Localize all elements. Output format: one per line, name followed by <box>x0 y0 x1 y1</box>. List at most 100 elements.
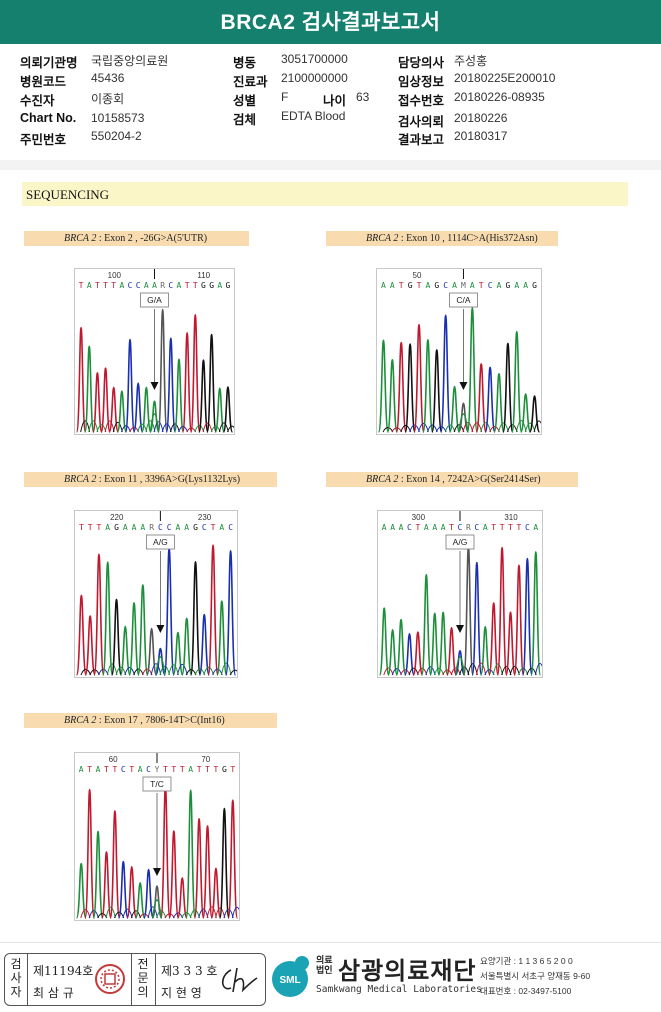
trace-peak <box>439 314 452 433</box>
label-hospital-code: 병원코드 <box>20 75 67 89</box>
trace-peak <box>84 788 96 919</box>
value-resident-no: 550204-2 <box>91 129 142 143</box>
pointer-arrow <box>153 868 161 876</box>
trace-peak <box>488 602 500 676</box>
trace-peak <box>189 560 202 676</box>
specialist-label: 전문의 <box>137 957 149 999</box>
base-call: G <box>434 281 439 290</box>
noise-peak <box>524 422 536 433</box>
base-call: T <box>79 523 84 532</box>
noise-peak <box>391 668 402 676</box>
trace-peak <box>159 786 171 919</box>
noise-peak <box>492 663 504 676</box>
trace-peak <box>387 628 399 676</box>
noise-peak <box>178 425 189 433</box>
trace-peak <box>75 326 87 433</box>
noise-peak <box>400 424 412 433</box>
noise-peak <box>218 422 229 433</box>
trace-peak <box>163 547 175 676</box>
base-call: A <box>497 281 502 290</box>
value-age: 63 <box>356 90 370 104</box>
base-call: T <box>104 765 109 774</box>
base-call: A <box>382 523 387 532</box>
trace-peak <box>227 799 239 919</box>
organization-block: SML 의료법인 삼광의료재단 Samkwang Medical Laborat… <box>266 951 661 1007</box>
value-hospital-code: 45436 <box>91 71 125 85</box>
value-requesting-org: 국립중앙의료원 <box>91 54 169 68</box>
base-call: G <box>222 765 227 774</box>
trace-peak <box>165 337 177 433</box>
trace-peak <box>475 363 487 433</box>
trace-peak <box>378 607 390 676</box>
noise-peak <box>122 908 133 919</box>
trace-peak <box>448 385 461 433</box>
base-call: T <box>417 281 422 290</box>
noise-peak <box>189 909 201 919</box>
genotype-call: T/C <box>150 779 164 789</box>
base-call: T <box>97 523 102 532</box>
base-call: T <box>87 765 92 774</box>
pointer-arrow <box>459 382 468 390</box>
chromatogram-2: 50 A A T G T A G C A M A T C A G A A G C/A <box>376 268 542 435</box>
noise-peak <box>106 663 118 676</box>
base-call: T <box>491 523 496 532</box>
variant-desc: : Exon 2 , -26G>A(5'UTR) <box>98 233 208 244</box>
base-call: A <box>399 523 404 532</box>
value-ward: 3051700000 <box>281 52 348 66</box>
position-label: 60 <box>109 755 118 764</box>
base-call: C <box>474 523 479 532</box>
noise-peak <box>467 663 478 676</box>
genotype-call: C/A <box>456 295 471 305</box>
noise-peak <box>417 667 428 676</box>
trace-peak <box>224 549 237 676</box>
base-call: A <box>96 765 101 774</box>
trace-peak <box>109 810 121 919</box>
base-call: C <box>121 765 126 774</box>
trace-peak <box>108 386 119 433</box>
noise-peak <box>475 662 487 676</box>
base-call: C <box>167 523 172 532</box>
trace-peak <box>519 393 532 433</box>
position-label: 70 <box>201 755 210 764</box>
examiner-name: 최 삼 규 <box>33 986 74 1000</box>
trace-peak <box>395 341 407 433</box>
variant-peak <box>152 899 162 919</box>
trace-peak <box>420 573 432 676</box>
base-call: A <box>144 281 149 290</box>
noise-peak <box>408 667 419 676</box>
divider-strip <box>0 160 661 170</box>
trace-peak <box>124 338 136 433</box>
examiner-label: 검사자 <box>10 957 22 999</box>
base-call: T <box>500 523 505 532</box>
pointer-arrow <box>456 625 464 633</box>
base-call: T <box>103 281 108 290</box>
noise-peak <box>80 909 91 919</box>
variant-desc: : Exon 17 , 7806-14T>C(Int16) <box>98 715 225 726</box>
base-call: A <box>424 523 429 532</box>
base-call: A <box>219 523 224 532</box>
noise-peak <box>426 424 438 433</box>
base-call: A <box>184 523 189 532</box>
base-call: T <box>185 281 190 290</box>
noise-peak <box>105 906 116 919</box>
noise-peak <box>156 910 167 919</box>
trace-peak <box>377 339 390 433</box>
noise-peak <box>515 420 527 433</box>
trace-peak <box>132 382 144 433</box>
position-label: 110 <box>197 271 210 280</box>
noise-peak <box>533 420 541 433</box>
panel-label-5: BRCA 2 : Exon 17 , 7806-14T>C(Int16) <box>24 713 277 728</box>
base-call: C <box>136 281 141 290</box>
noise-peak <box>104 420 115 433</box>
trace-peak <box>395 618 407 676</box>
trace-peak <box>386 359 399 433</box>
base-call: T <box>517 523 522 532</box>
trace-peak <box>134 882 146 919</box>
base-call: T <box>399 281 404 290</box>
base-call: C <box>168 281 173 290</box>
base-call: G <box>226 281 231 290</box>
base-call: T <box>197 765 202 774</box>
gene-name: BRCA 2 <box>64 715 97 726</box>
noise-peak <box>498 422 509 433</box>
genotype-call: A/G <box>453 537 468 547</box>
